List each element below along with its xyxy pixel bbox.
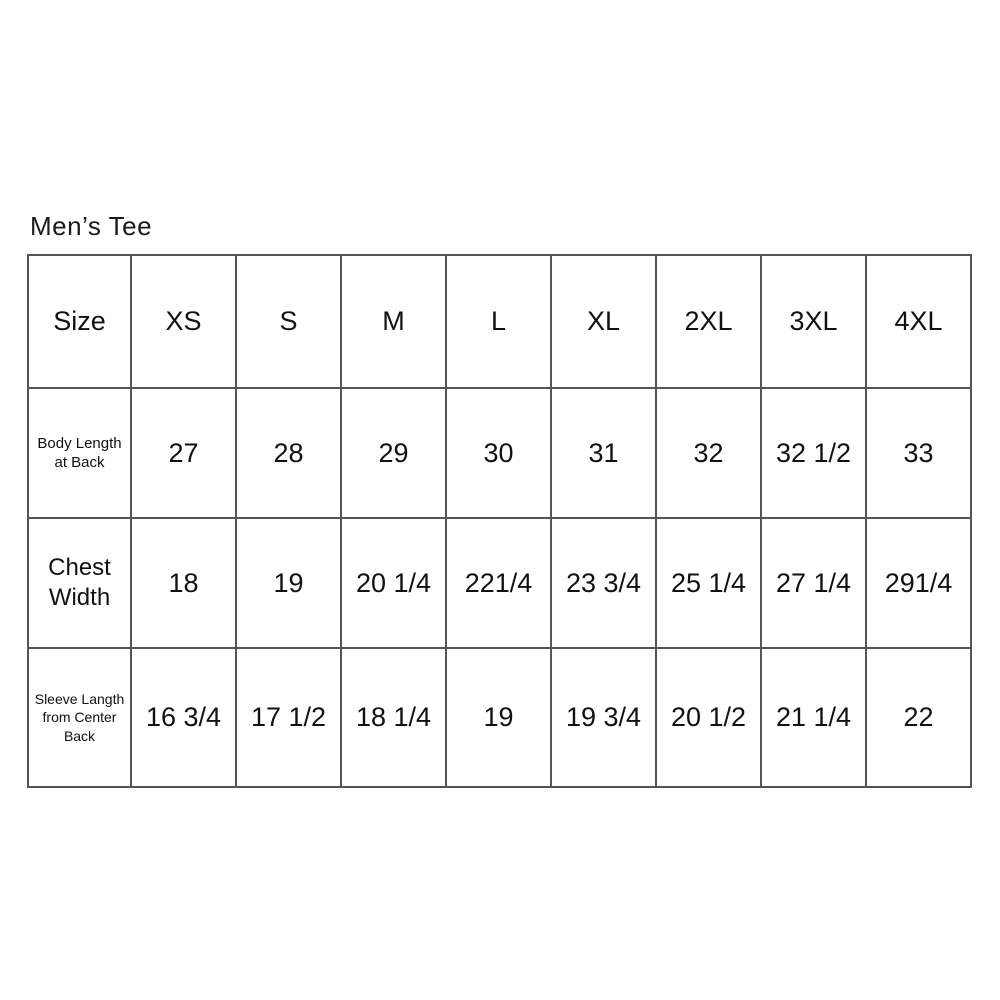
row-label-sleeve-length: Sleeve Langth from Center Back [27,647,132,788]
value-cell: 27 [130,387,237,519]
value-cell: 20 1/4 [340,517,447,649]
header-cell-size: Size [27,254,132,389]
value-cell: 32 [655,387,762,519]
value-cell: 16 3/4 [130,647,237,788]
page-title: Men’s Tee [30,211,153,241]
value-cell: 18 1/4 [340,647,447,788]
value-cell: 19 [235,517,342,649]
table-row-sleeve-length: Sleeve Langth from Center Back 16 3/4 17… [27,647,972,788]
header-cell-l: L [445,254,552,389]
table-row-body-length: Body Length at Back 27 28 29 30 31 32 32… [27,387,972,519]
value-cell: 31 [550,387,657,519]
value-cell: 30 [445,387,552,519]
header-cell-xl: XL [550,254,657,389]
header-row: Size XS S M L XL 2XL 3XL 4XL [27,254,972,389]
row-label-chest-width: Chest Width [27,517,132,649]
value-cell: 32 1/2 [760,387,867,519]
size-chart-table: Size XS S M L XL 2XL 3XL 4XL Body Length… [27,254,972,788]
value-cell: 17 1/2 [235,647,342,788]
value-cell: 20 1/2 [655,647,762,788]
value-cell: 19 3/4 [550,647,657,788]
value-cell: 22 [865,647,972,788]
header-cell-m: M [340,254,447,389]
value-cell: 25 1/4 [655,517,762,649]
value-cell: 33 [865,387,972,519]
header-cell-xs: XS [130,254,237,389]
value-cell: 19 [445,647,552,788]
row-label-text: Chest Width [48,554,111,611]
value-cell: 28 [235,387,342,519]
header-cell-s: S [235,254,342,389]
row-label-body-length: Body Length at Back [27,387,132,519]
value-cell: 221/4 [445,517,552,649]
header-cell-2xl: 2XL [655,254,762,389]
header-cell-4xl: 4XL [865,254,972,389]
value-cell: 23 3/4 [550,517,657,649]
value-cell: 29 [340,387,447,519]
value-cell: 18 [130,517,237,649]
value-cell: 21 1/4 [760,647,867,788]
row-label-text: Sleeve Langth from Center Back [34,691,125,744]
value-cell: 27 1/4 [760,517,867,649]
value-cell: 291/4 [865,517,972,649]
table-row-chest-width: Chest Width 18 19 20 1/4 221/4 23 3/4 25… [27,517,972,649]
header-cell-3xl: 3XL [760,254,867,389]
row-label-text: Body Length at Back [37,434,122,472]
